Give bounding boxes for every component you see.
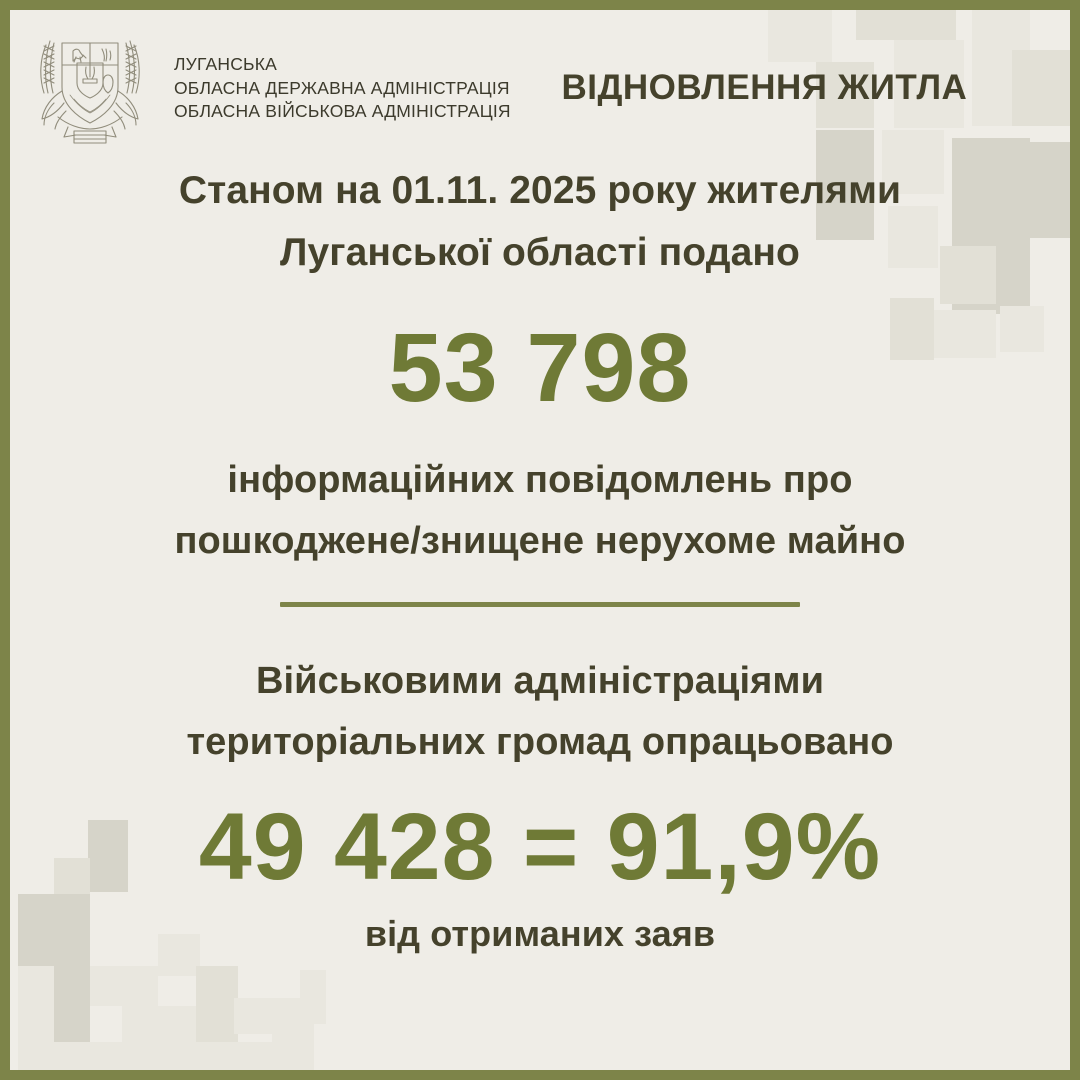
desc-line-1: інформаційних повідомлень про	[227, 459, 853, 502]
lead-line-2: Луганської області подано	[280, 230, 800, 274]
poster-canvas: ЛУГАНСЬКА ОБЛАСНА ДЕРЖАВНА АДМІНІСТРАЦІЯ…	[10, 10, 1070, 1070]
lead-line-1: Станом на 01.11. 2025 року жителями	[178, 169, 902, 212]
sub-line-2: територіальних громад опрацьовано	[186, 720, 894, 763]
processed-intro: Військовими адміністраціями територіальн…	[90, 651, 990, 773]
coat-of-arms-icon	[24, 25, 156, 151]
desc-line-2: пошкоджене/знищене нерухоме майно	[174, 520, 906, 563]
pixel-block	[300, 970, 326, 1024]
section-divider	[280, 601, 800, 607]
applications-description: інформаційних повідомлень про пошкоджене…	[90, 450, 990, 572]
pixel-block	[18, 966, 54, 1042]
sub-line-1: Військовими адміністраціями	[255, 659, 825, 702]
pixel-block	[234, 998, 306, 1034]
pixel-block	[122, 1006, 234, 1046]
processed-footnote: від отриманих заяв	[364, 913, 716, 955]
poster-title: ВІДНОВЛЕННЯ ЖИТЛА	[561, 68, 968, 107]
pixel-block	[272, 1022, 314, 1070]
poster-header: ЛУГАНСЬКА ОБЛАСНА ДЕРЖАВНА АДМІНІСТРАЦІЯ…	[20, 24, 1060, 152]
org-line-3: ОБЛАСНА ВІЙСЬКОВА АДМІНІСТРАЦІЯ	[174, 101, 511, 122]
poster-content: Станом на 01.11. 2025 року жителями Луга…	[10, 160, 1070, 955]
organization-name: ЛУГАНСЬКА ОБЛАСНА ДЕРЖАВНА АДМІНІСТРАЦІЯ…	[174, 54, 511, 122]
pixel-block	[196, 966, 238, 1046]
lead-paragraph: Станом на 01.11. 2025 року жителями Луга…	[100, 160, 980, 283]
pixel-block	[18, 1042, 278, 1070]
pixel-block	[90, 966, 158, 1006]
stat-processed-value: 49 428 = 91,9%	[198, 794, 882, 901]
stat-applications-value: 53 798	[388, 313, 692, 423]
org-line-2: ОБЛАСНА ДЕРЖАВНА АДМІНІСТРАЦІЯ	[174, 77, 510, 98]
org-line-1: ЛУГАНСЬКА	[174, 54, 278, 75]
